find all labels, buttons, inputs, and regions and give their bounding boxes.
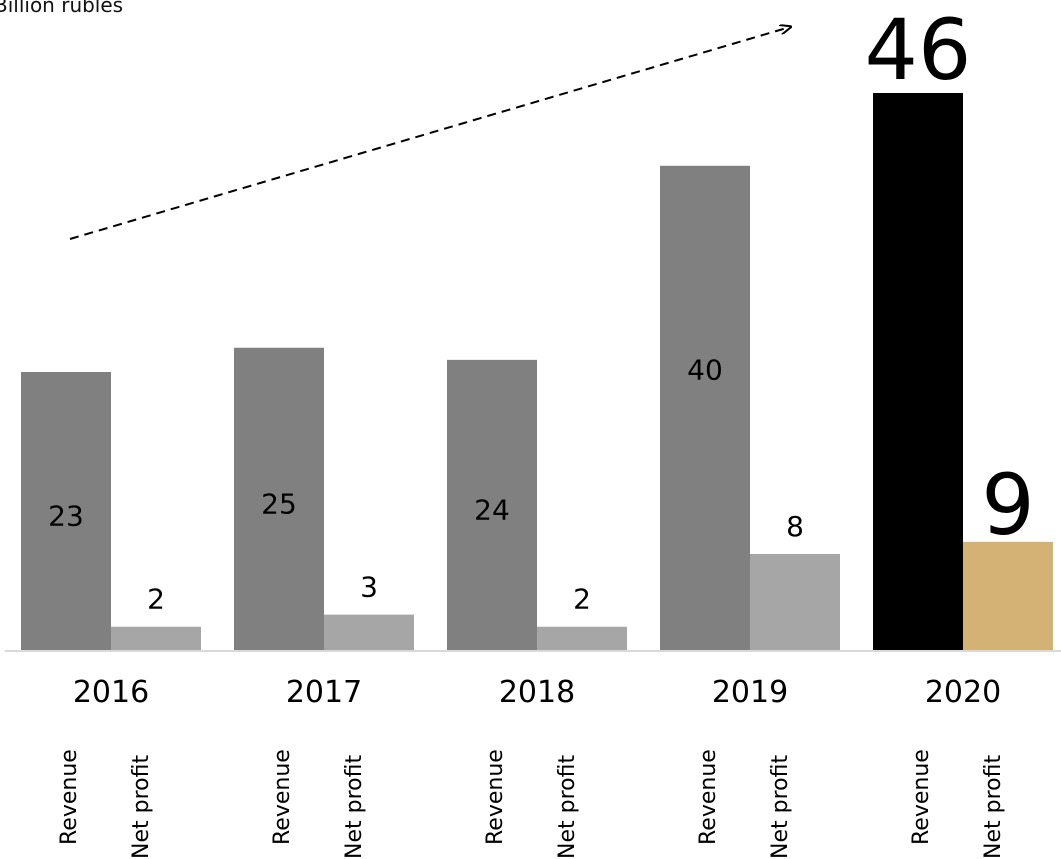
net-profit-bar-2017 (324, 614, 414, 651)
trend-arrow (69, 27, 790, 240)
net-profit-value-label-2019: 8 (786, 510, 804, 543)
net-profit-value-label-2017: 3 (360, 571, 378, 604)
net-profit-value-label-2016: 2 (147, 583, 165, 616)
net-profit-value-label-2020: 9 (981, 456, 1034, 554)
series-label-revenue-2016: Revenue (57, 749, 82, 845)
revenue-bar-2016 (21, 372, 111, 651)
series-label-net-profit-2018: Net profit (555, 755, 580, 859)
series-label-revenue-2019: Revenue (696, 749, 721, 845)
unit-label: Billion rubles (0, 0, 124, 17)
revenue-value-label-2016: 23 (48, 500, 84, 533)
revenue-bar-2020 (873, 93, 963, 651)
category-label-2020: 2020 (925, 675, 1001, 710)
revenue-value-label-2017: 25 (261, 487, 297, 520)
net-profit-value-label-2018: 2 (573, 583, 591, 616)
series-label-net-profit-2016: Net profit (129, 755, 154, 859)
category-label-2017: 2017 (286, 675, 362, 710)
net-profit-bar-2018 (537, 626, 627, 651)
revenue-value-label-2019: 40 (687, 354, 723, 387)
revenue-bar-2017 (234, 347, 324, 651)
category-label-2019: 2019 (712, 675, 788, 710)
revenue-bar-2018 (447, 359, 537, 651)
series-label-revenue-2020: Revenue (909, 749, 934, 845)
series-label-net-profit-2020: Net profit (981, 755, 1006, 859)
series-label-net-profit-2017: Net profit (342, 755, 367, 859)
category-label-2016: 2016 (73, 675, 149, 710)
revenue-value-label-2020: 46 (865, 1, 972, 99)
revenue-value-label-2018: 24 (474, 493, 510, 526)
series-label-revenue-2018: Revenue (483, 749, 508, 845)
net-profit-bar-2020 (963, 541, 1053, 651)
net-profit-bar-2019 (750, 553, 840, 651)
revenue-bar-2019 (660, 165, 750, 652)
series-label-revenue-2017: Revenue (270, 749, 295, 845)
net-profit-bar-2016 (111, 626, 201, 651)
series-label-net-profit-2019: Net profit (768, 755, 793, 859)
category-label-2018: 2018 (499, 675, 575, 710)
